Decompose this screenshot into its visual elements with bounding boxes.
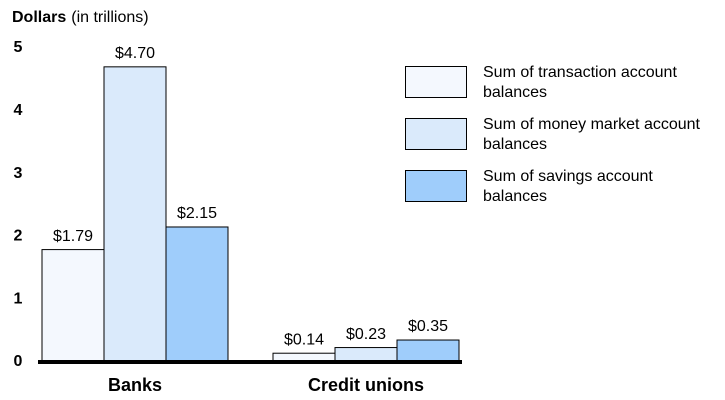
legend-swatch xyxy=(405,118,467,150)
legend-item: Sum of money market account balances xyxy=(405,116,715,170)
bar xyxy=(103,66,167,363)
legend-label: Sum of transaction account balances xyxy=(483,64,677,101)
legend-label: Sum of savings account balances xyxy=(483,168,653,205)
legend-swatch xyxy=(405,66,467,98)
value-label: $0.14 xyxy=(284,331,324,348)
y-tick-label: 3 xyxy=(14,165,23,182)
y-tick-label: 4 xyxy=(14,102,23,119)
y-tick-label: 5 xyxy=(14,39,23,56)
legend: Sum of transaction account balances Sum o… xyxy=(405,64,715,222)
y-axis-title: Dollars (in trillions) xyxy=(12,9,149,26)
bar xyxy=(334,347,398,363)
x-tick-label: Credit unions xyxy=(308,375,424,395)
x-tick-label: Banks xyxy=(108,375,162,395)
y-tick-label: 2 xyxy=(14,228,23,245)
legend-item: Sum of transaction account balances xyxy=(405,64,715,118)
bar xyxy=(396,339,460,363)
value-label: $1.79 xyxy=(53,228,93,245)
y-axis-unit: (in trillions) xyxy=(71,9,148,26)
value-label: $0.23 xyxy=(346,326,386,343)
legend-swatch xyxy=(405,170,467,202)
value-label: $2.15 xyxy=(177,205,217,222)
y-axis-label: Dollars xyxy=(12,9,66,26)
bar xyxy=(41,249,105,363)
value-label: $0.35 xyxy=(408,318,448,335)
legend-item: Sum of savings account balances xyxy=(405,168,715,222)
bar xyxy=(165,226,229,363)
value-label: $4.70 xyxy=(115,45,155,62)
y-tick-label: 1 xyxy=(14,290,23,307)
y-tick-label: 0 xyxy=(14,353,23,370)
legend-label: Sum of money market account balances xyxy=(483,116,700,153)
